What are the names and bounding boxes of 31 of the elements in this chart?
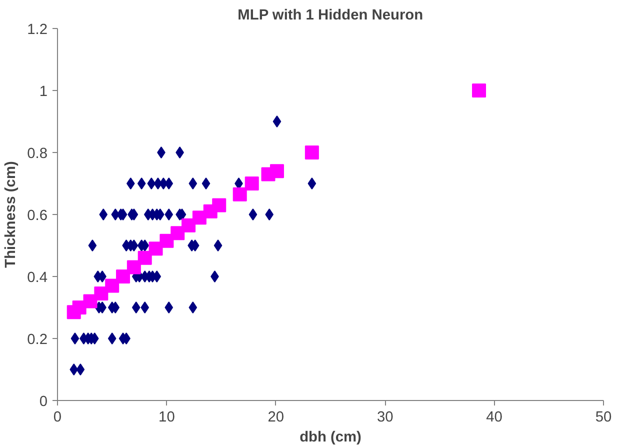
point	[304, 146, 319, 160]
point	[212, 198, 226, 212]
x-tick-label: 50	[595, 410, 612, 426]
x-axis-title: dbh (cm)	[300, 430, 362, 446]
point	[472, 84, 486, 98]
point	[232, 187, 247, 202]
point	[170, 226, 185, 240]
point	[126, 260, 141, 274]
x-tick-label: 0	[53, 410, 62, 426]
x-tick-label: 30	[376, 410, 394, 426]
point	[94, 286, 108, 301]
y-tick-label: 0	[39, 394, 48, 410]
point	[138, 250, 152, 265]
chart-title: MLP with 1 Hidden Neuron	[238, 8, 424, 24]
y-tick-label: 0.6	[27, 208, 48, 224]
point	[83, 294, 98, 308]
y-tick-label: 1	[39, 84, 48, 100]
point	[105, 278, 120, 293]
point	[270, 164, 284, 178]
y-tick-label: 0.4	[27, 270, 48, 286]
x-tick-label: 10	[158, 410, 175, 426]
y-tick-label: 0.8	[27, 146, 48, 162]
x-tick-label: 40	[486, 410, 502, 426]
point	[182, 218, 196, 232]
y-tick-label: 0.2	[27, 332, 48, 348]
point	[160, 234, 174, 248]
y-tick-label: 1.2	[27, 22, 48, 38]
point	[244, 176, 259, 190]
point	[116, 270, 130, 284]
y-axis-title: Thickness (cm)	[3, 161, 20, 268]
x-tick-label: 20	[268, 410, 284, 426]
